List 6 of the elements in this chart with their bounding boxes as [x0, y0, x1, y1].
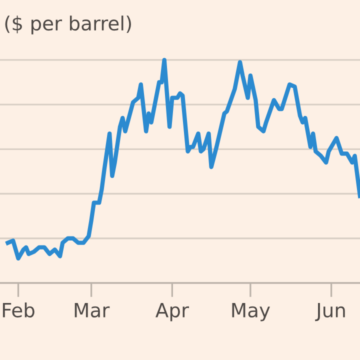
x-tick-label: Feb: [2, 302, 34, 318]
x-tick-label: Mar: [74, 303, 110, 318]
y-axis-title: ($ per barrel): [5, 16, 131, 34]
x-tick-label: May: [232, 303, 270, 322]
x-tick-label: Apr: [156, 303, 189, 322]
x-tick-label: Jun: [315, 303, 345, 322]
